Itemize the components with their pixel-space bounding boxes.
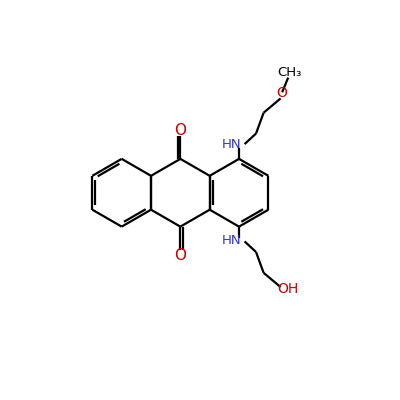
Text: CH₃: CH₃ xyxy=(278,66,302,78)
Text: OH: OH xyxy=(277,282,298,296)
Text: HN: HN xyxy=(222,234,241,247)
Text: O: O xyxy=(174,123,186,138)
Text: O: O xyxy=(174,248,186,263)
Text: HN: HN xyxy=(222,138,241,151)
Text: O: O xyxy=(276,86,287,100)
